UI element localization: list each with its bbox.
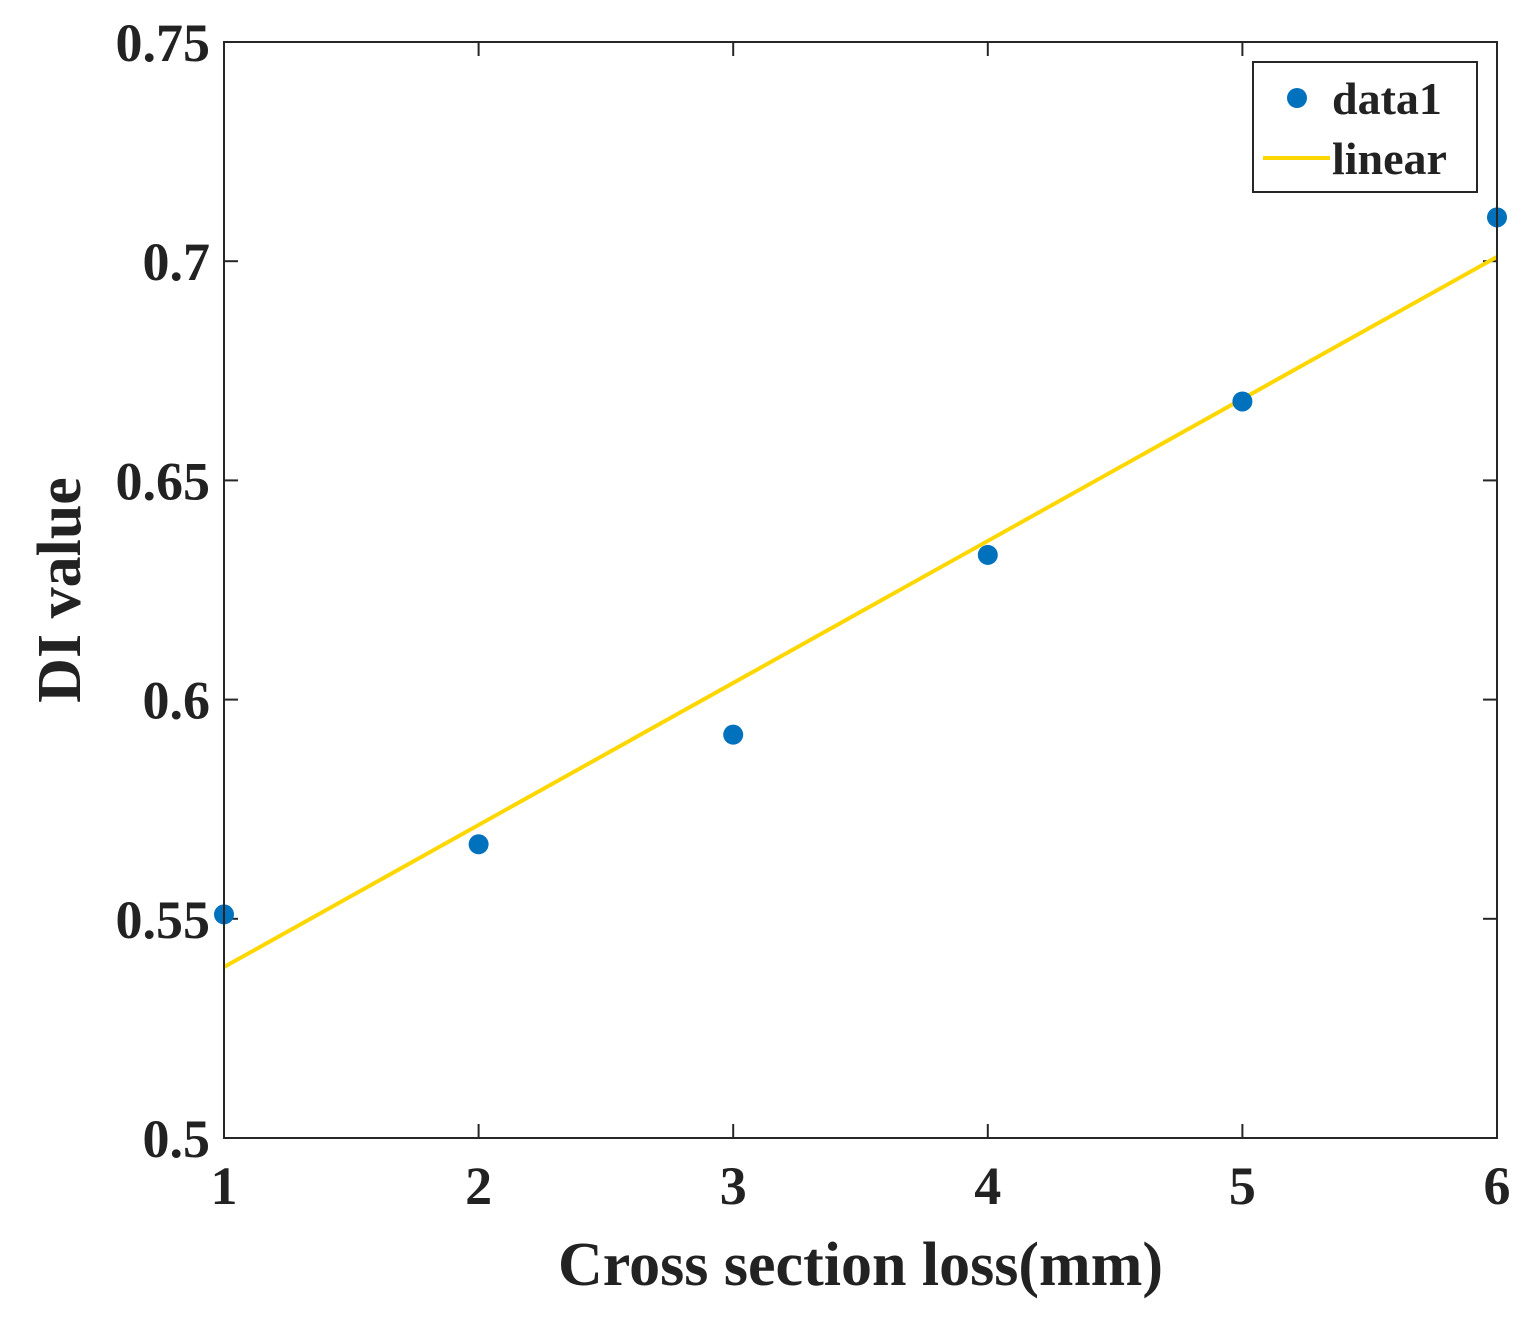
fit-line-linear [223, 255, 1498, 969]
data-point [1232, 391, 1253, 412]
x-tick-label: 1 [211, 1156, 238, 1216]
y-tick-label: 0.7 [143, 232, 211, 292]
y-tick-label: 0.75 [116, 13, 211, 73]
legend-marker-data1 [1287, 88, 1307, 108]
x-axis-title: Cross section loss(mm) [558, 1231, 1163, 1299]
legend: data1 linear [1252, 61, 1478, 193]
x-tick-labels: 1 2 3 4 5 6 [211, 1156, 1511, 1216]
x-tick-label: 6 [1484, 1156, 1511, 1216]
plot-area [224, 42, 1497, 1138]
y-tick-label: 0.6 [143, 671, 211, 731]
plot-frame [223, 41, 1498, 1139]
y-tick-label: 0.55 [116, 890, 211, 950]
legend-label-data1: data1 [1332, 73, 1442, 124]
legend-label-linear: linear [1332, 133, 1447, 184]
y-tick-labels: 0.5 0.55 0.6 0.65 0.7 0.75 [116, 13, 211, 1169]
x-tick-label: 4 [974, 1156, 1001, 1216]
data-point [468, 834, 489, 855]
x-tick-label: 5 [1229, 1156, 1256, 1216]
y-axis-title: DI value [26, 477, 94, 703]
data-point [723, 724, 744, 745]
y-tick-label: 0.65 [116, 451, 211, 511]
data-point [977, 544, 998, 565]
y-tick-label: 0.5 [143, 1109, 211, 1169]
x-tick-label: 2 [465, 1156, 492, 1216]
x-tick-label: 3 [720, 1156, 747, 1216]
legend-box [1252, 61, 1478, 193]
